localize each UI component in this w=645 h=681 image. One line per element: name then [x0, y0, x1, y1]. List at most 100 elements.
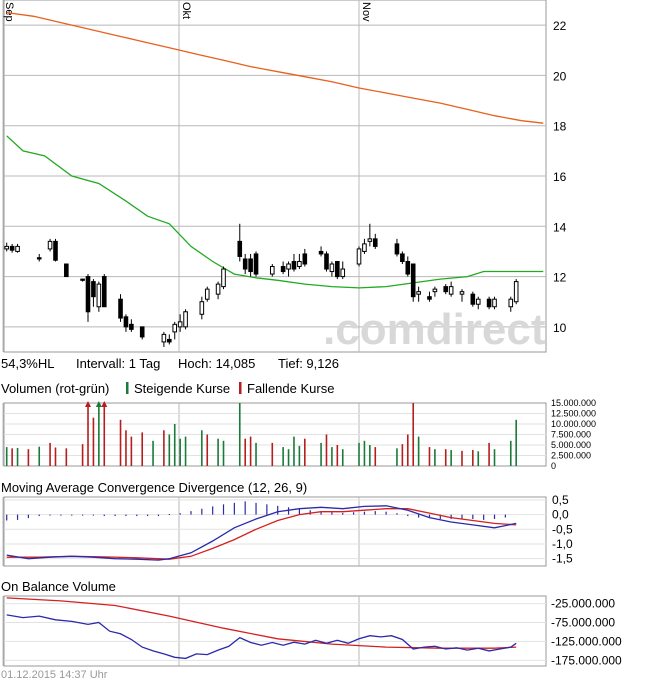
footer-timestamp: 01.12.2015 14:37 Uhr — [1, 669, 108, 681]
candle-body — [448, 286, 454, 295]
candle-body — [459, 291, 465, 295]
volume-bar — [179, 438, 181, 466]
macd-title: Moving Average Convergence Divergence (1… — [1, 480, 307, 495]
candle-body — [215, 283, 221, 295]
candle-body — [123, 316, 129, 328]
volume-bar — [428, 447, 431, 466]
candle-body — [280, 266, 286, 273]
month-label: Sep — [3, 2, 15, 22]
candle-body — [475, 298, 481, 305]
volume-bar — [65, 448, 68, 466]
macd-histogram-bar — [244, 501, 246, 515]
obv-y-tick: -125.000.000 — [551, 634, 622, 648]
candle-body — [492, 298, 497, 308]
macd-panel: Moving Average Convergence Divergence (1… — [1, 480, 573, 567]
volume-bar — [49, 442, 51, 466]
volume-bar — [255, 442, 257, 466]
candle-body — [372, 238, 378, 247]
macd-histogram-bar — [103, 514, 105, 517]
macd-histogram-bar — [493, 514, 496, 520]
candle-body — [410, 263, 416, 298]
volume-bar — [217, 438, 219, 466]
volume-bar — [238, 403, 241, 466]
macd-histogram-bar — [92, 514, 95, 516]
volume-bar — [493, 449, 496, 466]
volume-bar — [201, 430, 203, 466]
candle-body — [129, 323, 134, 330]
candle-body — [356, 248, 362, 265]
macd-histogram-bar — [81, 514, 84, 516]
candle-body — [15, 245, 20, 252]
volume-y-tick: 2.500.000 — [551, 451, 591, 461]
macd-histogram-bar — [125, 514, 127, 517]
volume-bar — [287, 449, 290, 466]
obv-title: On Balance Volume — [1, 579, 116, 594]
macd-histogram-bar — [60, 514, 62, 516]
macd-histogram-bar — [114, 514, 116, 517]
candle-body — [427, 296, 432, 300]
candle-body — [85, 276, 91, 313]
obv-frame — [3, 595, 547, 667]
candle-body — [513, 281, 519, 303]
candle-body — [432, 288, 438, 293]
low-label: Tief: 9,126 — [278, 356, 339, 371]
macd-histogram-bar — [201, 508, 203, 515]
volume-bar — [282, 447, 284, 466]
macd-histogram-bar — [255, 502, 257, 515]
candle-body — [199, 301, 205, 315]
obv-y-tick: -25.000.000 — [551, 597, 615, 611]
macd-histogram-bar — [136, 514, 138, 517]
price-y-tick: 18 — [553, 120, 567, 134]
volume-bar — [417, 436, 420, 466]
candle-body — [4, 245, 10, 250]
interval-label: Intervall: 1 Tag — [76, 356, 160, 371]
candle-body — [291, 260, 297, 270]
volume-bar — [293, 436, 295, 466]
candle-body — [161, 333, 167, 343]
volume-bar — [396, 448, 398, 466]
volume-y-tick: 12.500.000 — [551, 409, 596, 419]
volume-y-tick: 7.500.000 — [551, 430, 591, 440]
volume-bar — [320, 442, 322, 466]
volume-bar — [168, 434, 171, 466]
macd-y-tick: -0,5 — [552, 522, 573, 536]
macd-histogram-bar — [374, 511, 376, 515]
volume-bar — [434, 449, 436, 466]
macd-histogram-bar — [472, 514, 474, 520]
macd-histogram-bar — [439, 514, 441, 520]
macd-histogram-bar — [287, 507, 290, 515]
volume-bar — [325, 434, 328, 466]
macd-histogram-bar — [407, 514, 409, 517]
volume-bar — [461, 450, 463, 466]
volume-bar — [336, 445, 339, 466]
volume-bar — [92, 417, 95, 466]
sma38-line — [6, 135, 544, 289]
volume-y-tick: 10.000.000 — [551, 419, 596, 429]
volume-marker — [95, 401, 102, 407]
candle-body — [329, 263, 335, 273]
macd-histogram-bar — [277, 505, 279, 515]
volume-bar — [141, 432, 144, 466]
price-y-tick: 14 — [553, 220, 567, 234]
candle-body — [204, 288, 210, 300]
watermark: .comdirect — [323, 305, 546, 354]
candle-body — [47, 240, 53, 250]
volume-bar — [206, 434, 209, 466]
volume-bar — [125, 430, 127, 466]
candle-body — [183, 311, 188, 328]
macd-histogram-bar — [309, 510, 311, 515]
candle-body — [324, 253, 329, 270]
macd-histogram-bar — [266, 504, 268, 515]
volume-bar — [472, 450, 474, 466]
volume-bar — [488, 442, 490, 466]
volume-bar — [444, 449, 447, 466]
volume-bar — [38, 446, 41, 466]
macd-histogram-bar — [147, 514, 149, 517]
candle-body — [335, 260, 340, 278]
volume-bar — [5, 447, 8, 466]
price-y-tick: 16 — [553, 170, 567, 184]
macd-histogram-bar — [298, 508, 300, 515]
volume-bar — [412, 403, 415, 466]
macd-histogram-bar — [483, 514, 485, 520]
